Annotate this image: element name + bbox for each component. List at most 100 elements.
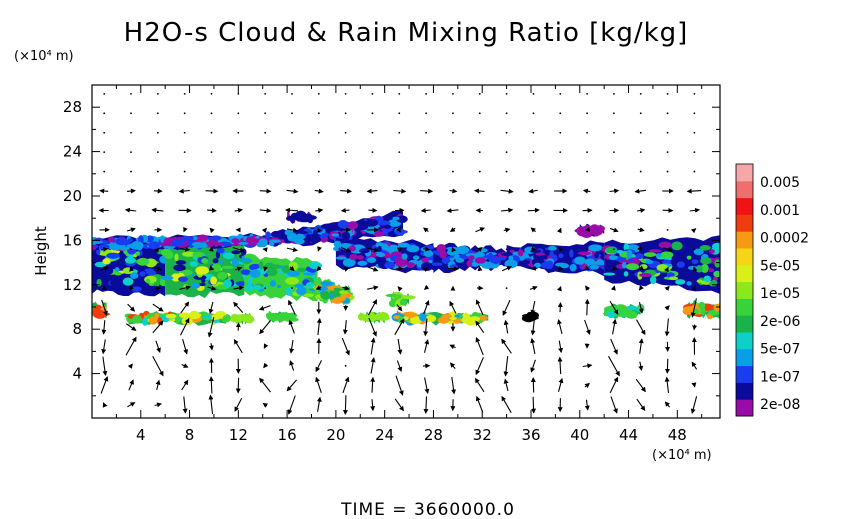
- cloud-cell: [285, 277, 300, 285]
- wind-vector: [530, 319, 536, 336]
- cloud-cell: [244, 316, 252, 320]
- calm-dot: [613, 92, 615, 95]
- cloud-cell: [420, 257, 430, 264]
- cloud-cell: [217, 271, 228, 280]
- wind-vector: [342, 376, 350, 394]
- calm-dot: [639, 151, 642, 154]
- cloud-cell: [342, 258, 356, 267]
- wind-vector: [582, 207, 593, 213]
- calm-dot: [130, 170, 132, 173]
- cloud-cell: [401, 246, 409, 253]
- calm-dot: [344, 112, 347, 115]
- wind-vector: [501, 266, 513, 272]
- plot-frame: [91, 84, 721, 419]
- colorbar-swatch: [736, 348, 753, 367]
- wind-vector: [582, 363, 593, 369]
- x-tick-label: 20: [326, 426, 345, 444]
- x-tick-label: 48: [668, 426, 687, 444]
- cloud-cell: [222, 252, 235, 260]
- wind-vector: [370, 357, 376, 374]
- cloud-cell: [367, 257, 377, 263]
- cloud-cell: [625, 310, 638, 319]
- cloud-cell: [594, 225, 605, 232]
- cloud-cell: [616, 249, 624, 254]
- cloud-cell: [363, 314, 373, 319]
- wind-vector: [152, 355, 164, 377]
- wind-vector: [475, 320, 485, 334]
- calm-dot: [183, 92, 186, 95]
- wind-vector: [638, 265, 644, 270]
- wind-vector: [423, 339, 430, 353]
- colorbar-swatch: [736, 399, 753, 417]
- calm-dot: [344, 131, 347, 134]
- wind-vector: [531, 396, 537, 414]
- wind-vector: [609, 188, 620, 194]
- cloud-cell: [583, 258, 596, 266]
- cloud-cell: [297, 267, 307, 273]
- cloud-cell: [223, 279, 232, 288]
- wind-vector: [396, 227, 401, 233]
- cloud-cell: [449, 257, 455, 261]
- cloud-cell: [628, 258, 634, 263]
- calm-dot: [317, 170, 320, 173]
- cloud-cell: [270, 230, 282, 238]
- wind-vector: [100, 246, 109, 252]
- colorbar-swatch: [736, 281, 753, 299]
- cloud-cell: [548, 245, 557, 251]
- calm-dot: [156, 112, 159, 115]
- wind-vector: [180, 301, 190, 314]
- cloud-cell: [468, 255, 475, 261]
- calm-dot: [210, 131, 213, 134]
- wind-vector: [692, 266, 698, 272]
- wind-vector: [527, 207, 540, 213]
- wind-vector: [125, 336, 137, 356]
- cloud-cell: [384, 247, 396, 252]
- wind-vector: [502, 299, 511, 316]
- wind-vector: [286, 227, 298, 233]
- cloud-cell: [404, 312, 418, 318]
- cloud-cell: [197, 234, 208, 242]
- wind-vector: [315, 360, 322, 373]
- wind-vector: [208, 301, 214, 315]
- cloud-cell: [270, 280, 277, 287]
- calm-dot: [264, 287, 267, 290]
- calm-dot: [452, 170, 454, 173]
- cloud-cell: [201, 257, 209, 264]
- wind-vector: [664, 285, 670, 292]
- wind-vector: [423, 227, 429, 233]
- calm-dot: [344, 92, 347, 95]
- calm-dot: [478, 92, 481, 95]
- cloud-cell: [555, 262, 568, 267]
- calm-dot: [130, 112, 132, 115]
- calm-dot: [613, 248, 615, 251]
- wind-vector: [501, 395, 512, 413]
- cloud-cell: [180, 235, 194, 241]
- wind-vector: [263, 266, 269, 272]
- wind-vector: [127, 303, 136, 312]
- y-tick-label: 24: [63, 143, 82, 161]
- wind-vector: [178, 188, 190, 194]
- cloud-cell: [373, 231, 385, 237]
- wind-vector: [475, 299, 484, 316]
- cloud-cell: [210, 276, 218, 285]
- calm-dot: [693, 92, 696, 95]
- wind-vector: [341, 337, 350, 356]
- cloud-cell: [295, 236, 304, 245]
- wind-vector: [664, 376, 670, 393]
- calm-dot: [505, 112, 508, 115]
- calm-dot: [478, 131, 481, 134]
- cloud-cell: [174, 316, 181, 324]
- x-tick-label: 12: [229, 426, 248, 444]
- cloud-cell: [295, 213, 306, 219]
- wind-vector: [529, 285, 538, 291]
- wind-vector: [558, 246, 564, 253]
- cloud-cell: [635, 253, 644, 260]
- cloud-cell: [247, 277, 253, 287]
- cloud-cell: [305, 234, 312, 243]
- cloud-field: [92, 210, 720, 326]
- cloud-cell: [384, 261, 396, 269]
- cloud-cell: [238, 241, 249, 246]
- cloud-cell: [626, 249, 633, 259]
- calm-dot: [103, 170, 106, 173]
- cloud-cell: [607, 310, 616, 319]
